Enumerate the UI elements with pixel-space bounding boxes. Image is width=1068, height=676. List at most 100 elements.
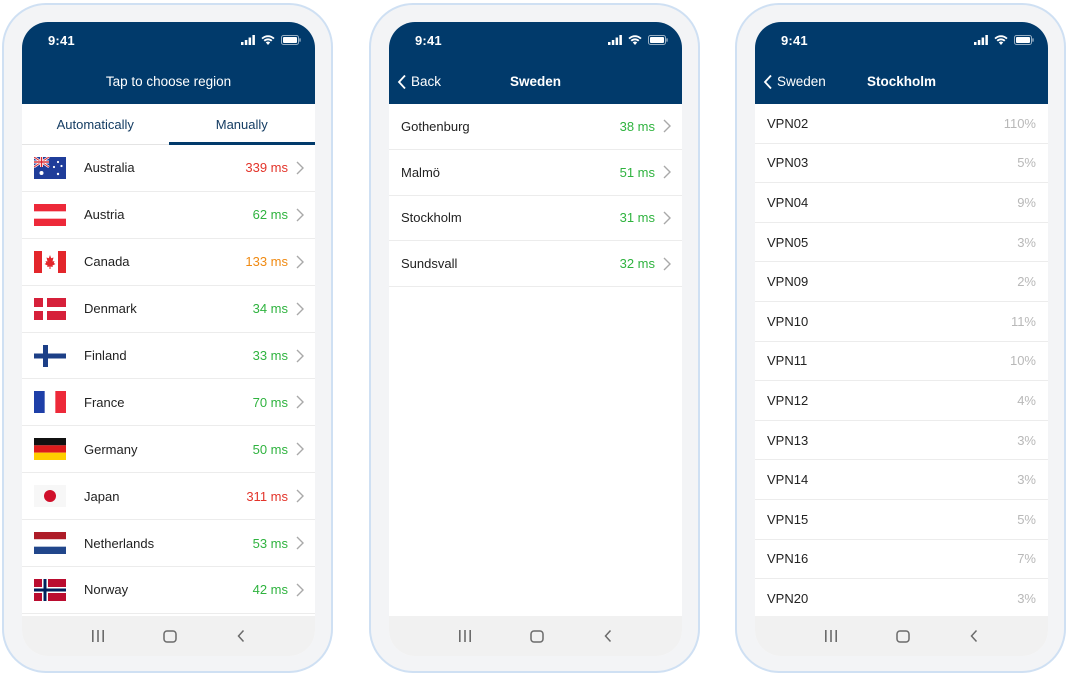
android-nav-bar <box>755 616 1048 656</box>
list-item[interactable]: France 70 ms <box>22 379 315 427</box>
list-item[interactable]: Netherlands 53 ms <box>22 520 315 568</box>
android-nav-bar <box>22 616 315 656</box>
country-name: Germany <box>84 441 138 457</box>
server-name: VPN11 <box>767 353 808 369</box>
list-item[interactable]: VPN09 2% <box>755 262 1048 302</box>
list-item[interactable]: Austria 62 ms <box>22 192 315 239</box>
back-arrow-icon[interactable] <box>603 629 613 643</box>
latency-value: 133 ms <box>245 254 288 270</box>
home-icon[interactable] <box>530 629 545 643</box>
nav-bar: Tap to choose region <box>22 59 315 104</box>
server-load: 3% <box>1017 590 1036 606</box>
signal-icon <box>608 35 622 45</box>
list-item[interactable]: Malmö 51 ms <box>389 150 682 196</box>
server-load: 5% <box>1017 155 1036 171</box>
list-item[interactable]: VPN05 3% <box>755 223 1048 263</box>
status-bar: 9:41 <box>389 22 682 59</box>
list-item[interactable]: VPN15 5% <box>755 500 1048 540</box>
latency-value: 50 ms <box>252 441 288 457</box>
list-item[interactable]: Sundsvall 32 ms <box>389 241 682 288</box>
country-name: Norway <box>84 582 129 598</box>
list-item[interactable]: VPN02 110% <box>755 104 1048 144</box>
list-item[interactable]: Denmark 34 ms <box>22 286 315 333</box>
denmark-flag-icon <box>34 297 66 320</box>
list-item[interactable]: VPN13 3% <box>755 421 1048 461</box>
recents-icon[interactable] <box>91 630 105 642</box>
battery-icon <box>1014 35 1034 45</box>
list-item[interactable]: VPN03 5% <box>755 144 1048 184</box>
chevron-right-icon <box>296 536 304 550</box>
list-item[interactable]: Gothenburg 38 ms <box>389 104 682 150</box>
server-name: VPN16 <box>767 551 809 567</box>
recents-icon[interactable] <box>824 630 838 642</box>
chevron-right-icon <box>296 395 304 409</box>
list-item[interactable]: VPN16 7% <box>755 540 1048 580</box>
list-item[interactable]: Norway 42 ms <box>22 567 315 614</box>
server-load: 3% <box>1017 472 1036 488</box>
server-load: 9% <box>1017 194 1036 210</box>
list-item[interactable]: Canada 133 ms <box>22 239 315 286</box>
status-time: 9:41 <box>781 33 808 48</box>
server-load: 11% <box>1010 313 1036 329</box>
country-name: Netherlands <box>84 535 155 551</box>
latency-value: 339 ms <box>245 160 288 176</box>
list-item[interactable]: VPN04 9% <box>755 183 1048 223</box>
back-label: Sweden <box>777 74 826 89</box>
chevron-left-icon <box>763 74 772 89</box>
server-load: 3% <box>1017 234 1036 250</box>
list-item[interactable]: Stockholm 31 ms <box>389 196 682 242</box>
canada-flag-icon <box>34 250 66 273</box>
home-icon[interactable] <box>896 629 911 643</box>
chevron-right-icon <box>296 349 304 362</box>
status-icons <box>974 35 1034 45</box>
germany-flag-icon <box>34 438 66 461</box>
phone-frame-cities: 9:41 Back Sweden Gothenburg 38 ms Malmö <box>369 3 700 673</box>
wifi-icon <box>628 35 642 45</box>
chevron-right-icon <box>296 302 304 316</box>
server-load: 5% <box>1017 511 1036 527</box>
wifi-icon <box>261 35 275 45</box>
screen-region-list: 9:41 Tap to choose region Automatically … <box>22 22 315 656</box>
japan-flag-icon <box>34 485 66 508</box>
city-name: Gothenburg <box>401 118 470 134</box>
home-icon[interactable] <box>163 629 178 643</box>
latency-value: 32 ms <box>619 256 655 272</box>
status-time: 9:41 <box>415 33 442 48</box>
page-title: Sweden <box>509 74 561 89</box>
wifi-icon <box>994 35 1008 45</box>
list-item[interactable]: VPN10 11% <box>755 302 1048 342</box>
back-button[interactable]: Sweden <box>763 59 826 104</box>
recents-icon[interactable] <box>458 630 472 642</box>
tab-automatically[interactable]: Automatically <box>56 116 134 132</box>
chevron-right-icon <box>296 161 304 175</box>
list-item[interactable]: Finland 33 ms <box>22 333 315 380</box>
list-item[interactable]: VPN11 10% <box>755 342 1048 382</box>
country-name: Canada <box>84 254 130 270</box>
city-list: Gothenburg 38 ms Malmö 51 ms Stockholm 3… <box>389 104 682 288</box>
city-name: Stockholm <box>401 210 462 226</box>
signal-icon <box>241 35 255 45</box>
country-name: Japan <box>84 488 120 504</box>
list-item[interactable]: VPN20 3% <box>755 579 1048 619</box>
list-item[interactable]: Australia 339 ms <box>22 145 315 192</box>
list-item[interactable]: Japan 311 ms <box>22 473 315 521</box>
list-item[interactable]: VPN12 4% <box>755 381 1048 421</box>
status-bar: 9:41 <box>755 22 1048 59</box>
latency-value: 51 ms <box>619 164 655 180</box>
country-name: France <box>84 394 125 410</box>
phone-frame-servers: 9:41 Sweden Stockholm VPN02 110% VPN03 5% … <box>735 3 1066 673</box>
tab-manually[interactable]: Manually <box>168 104 316 145</box>
city-name: Malmö <box>401 164 441 180</box>
latency-value: 42 ms <box>252 582 288 598</box>
battery-icon <box>281 35 301 45</box>
server-load: 110% <box>1003 115 1036 131</box>
status-bar: 9:41 <box>22 22 315 59</box>
back-button[interactable]: Back <box>397 59 441 104</box>
list-item[interactable]: Germany 50 ms <box>22 426 315 474</box>
back-arrow-icon[interactable] <box>236 629 246 643</box>
battery-icon <box>648 35 668 45</box>
server-name: VPN20 <box>767 590 809 606</box>
chevron-right-icon <box>663 211 671 225</box>
list-item[interactable]: VPN14 3% <box>755 460 1048 500</box>
back-arrow-icon[interactable] <box>969 629 979 643</box>
